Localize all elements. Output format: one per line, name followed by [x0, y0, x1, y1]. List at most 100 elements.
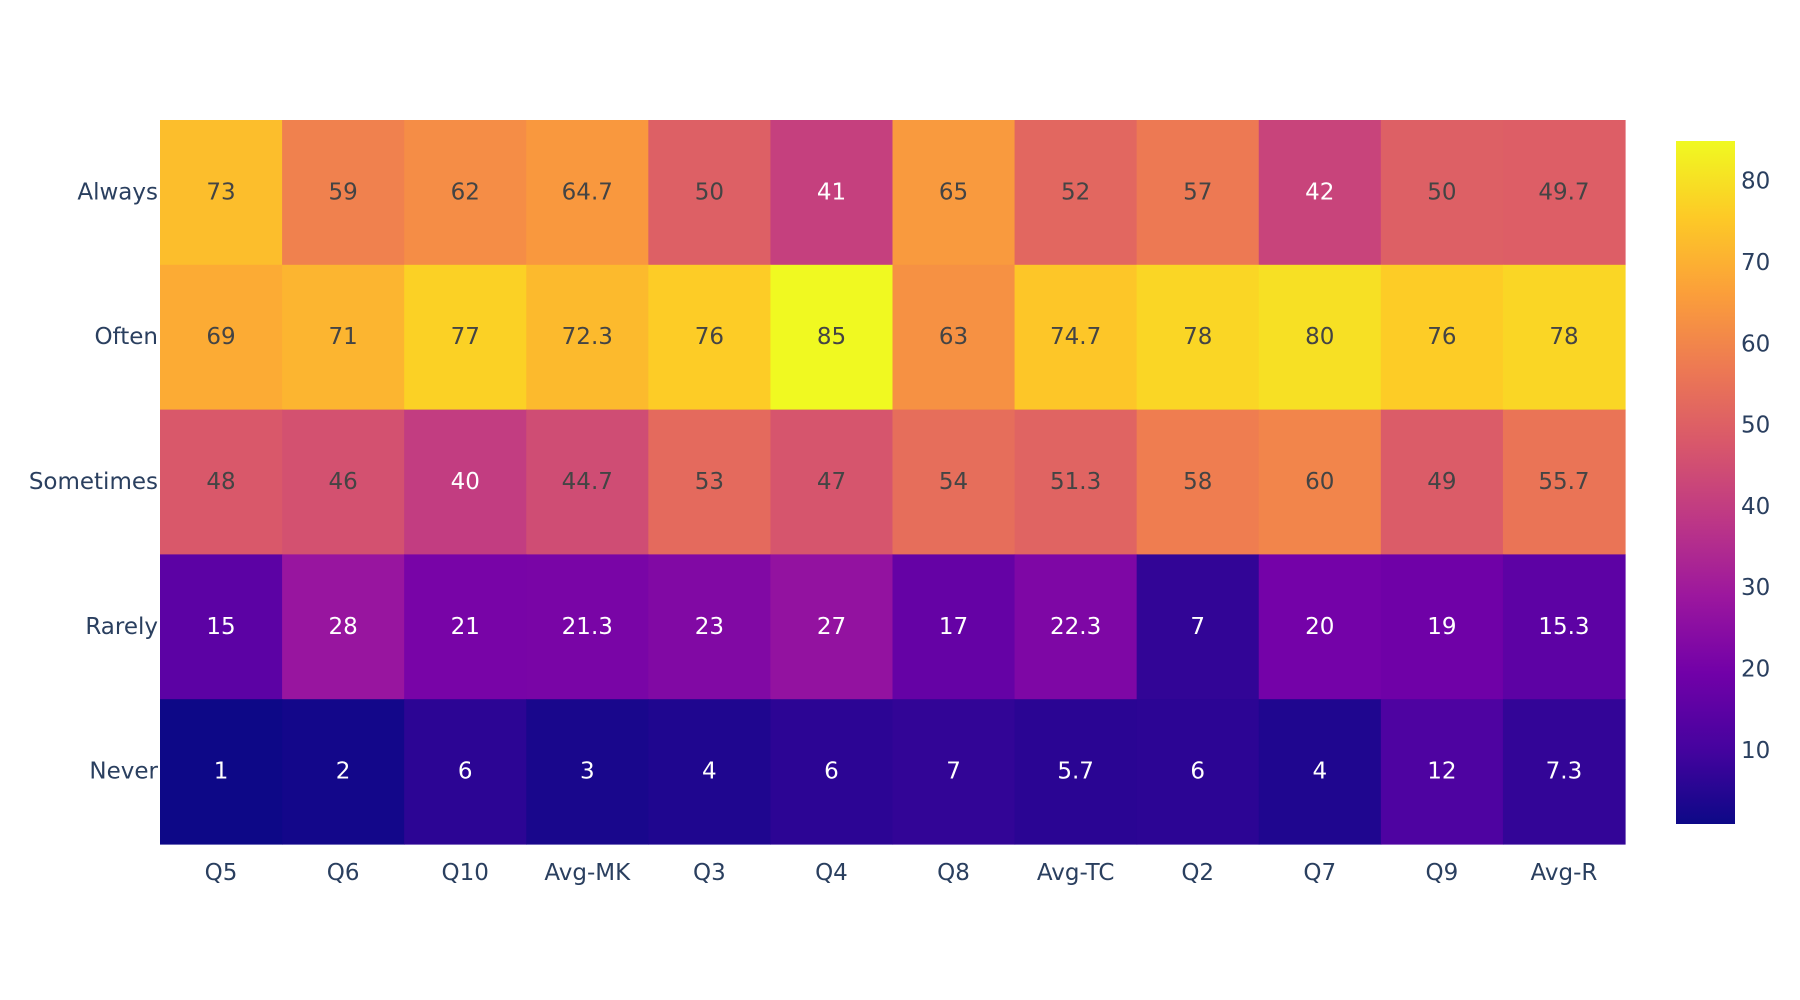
colorbar-tick-label: 30: [1741, 575, 1770, 601]
heatmap-cell: [1136, 264, 1260, 411]
heatmap-cell: [526, 699, 649, 845]
heatmap-cell: [526, 264, 649, 411]
heatmap-cell-label: 3: [580, 759, 595, 785]
heatmap-cell: [282, 554, 405, 700]
y-tick-label: Rarely: [85, 614, 158, 640]
heatmap-cell-label: 21: [451, 614, 480, 640]
colorbar: 10 20 30 40 50 60 70 80: [1676, 141, 1770, 824]
heatmap-cell-label: 7.3: [1546, 759, 1583, 785]
heatmap-cell-label: 4: [1312, 759, 1327, 785]
x-tick-label: Q9: [1426, 860, 1459, 886]
heatmap-cell: [770, 409, 894, 555]
colorbar-tick-label: 20: [1741, 657, 1770, 683]
heatmap-cell-label: 6: [458, 759, 473, 785]
heatmap-cell-label: 20: [1305, 614, 1334, 640]
heatmap-cell-label: 51.3: [1050, 469, 1101, 495]
heatmap-cell: [1380, 699, 1504, 845]
heatmap-cell-label: 72.3: [562, 324, 613, 350]
heatmap-cell-label: 27: [817, 614, 846, 640]
heatmap-cell: [1258, 409, 1382, 555]
heatmap-cell: [160, 554, 283, 700]
heatmap-cell: [282, 409, 405, 555]
heatmap-cell: [160, 409, 283, 555]
heatmap-cell: [770, 120, 894, 266]
heatmap-cell-label: 42: [1305, 179, 1334, 205]
heatmap-cell: [1502, 409, 1626, 555]
heatmap-cell-label: 50: [695, 179, 724, 205]
heatmap-cell-label: 47: [817, 469, 846, 495]
heatmap-cell: [1014, 120, 1138, 266]
heatmap-cell-label: 49: [1427, 469, 1456, 495]
heatmap-cell-label: 7: [1190, 614, 1205, 640]
x-tick-label: Avg-R: [1531, 860, 1598, 886]
heatmap-cell: [1136, 554, 1260, 700]
x-tick-label: Q2: [1181, 860, 1214, 886]
heatmap-cells: [160, 120, 1626, 845]
heatmap-cell-label: 73: [206, 179, 235, 205]
colorbar-tick-label: 60: [1741, 331, 1770, 357]
heatmap-cell: [892, 264, 1016, 411]
x-tick-label: Q7: [1303, 860, 1336, 886]
heatmap-cell-label: 19: [1427, 614, 1456, 640]
heatmap-cell-label: 78: [1183, 324, 1212, 350]
heatmap-cell-label: 7: [946, 759, 961, 785]
heatmap-cell-label: 62: [451, 179, 480, 205]
heatmap-cell-label: 69: [206, 324, 235, 350]
x-tick-label: Q10: [442, 860, 489, 886]
heatmap-cell: [526, 554, 649, 700]
heatmap-cell-label: 58: [1183, 469, 1212, 495]
heatmap-cell-label: 53: [695, 469, 724, 495]
heatmap-cell: [160, 264, 283, 411]
heatmap-cell: [648, 554, 772, 700]
heatmap-cell: [1380, 409, 1504, 555]
heatmap-cell: [1014, 409, 1138, 555]
heatmap-cell-label: 6: [824, 759, 839, 785]
y-axis: Always Often Sometimes Rarely Never: [29, 179, 159, 784]
colorbar-tick-label: 40: [1741, 494, 1770, 520]
heatmap-cell-label: 55.7: [1538, 469, 1589, 495]
heatmap-cell: [404, 409, 527, 555]
heatmap-cell: [648, 264, 772, 411]
colorbar-tick-label: 70: [1741, 250, 1770, 276]
heatmap-cell: [892, 699, 1016, 845]
heatmap-cell-label: 50: [1427, 179, 1456, 205]
x-tick-label: Q5: [205, 860, 238, 886]
heatmap-cell-label: 15: [206, 614, 235, 640]
heatmap-cell-label: 1: [214, 759, 229, 785]
heatmap-cell: [404, 120, 527, 266]
heatmap-cell-label: 5.7: [1057, 759, 1094, 785]
heatmap-cell: [770, 554, 894, 700]
heatmap-cell-label: 54: [939, 469, 968, 495]
heatmap-cell-label: 49.7: [1538, 179, 1589, 205]
heatmap-cell: [1380, 264, 1504, 411]
heatmap-cell-label: 41: [817, 179, 846, 205]
heatmap-cell: [282, 699, 405, 845]
heatmap-cell: [1136, 120, 1260, 266]
colorbar-tick-label: 80: [1741, 169, 1770, 195]
heatmap-cell-label: 59: [328, 179, 357, 205]
heatmap-cell: [1380, 554, 1504, 700]
heatmap-cell: [770, 699, 894, 845]
heatmap-cell: [1258, 699, 1382, 845]
heatmap-cell-label: 6: [1190, 759, 1205, 785]
heatmap-cell: [1502, 120, 1626, 266]
heatmap-cell: [1136, 409, 1260, 555]
x-tick-label: Avg-MK: [544, 860, 631, 886]
heatmap-cell: [770, 264, 894, 411]
heatmap-cell: [404, 264, 527, 411]
x-tick-label: Q6: [327, 860, 360, 886]
heatmap-cell: [1258, 120, 1382, 266]
heatmap-cell: [1502, 554, 1626, 700]
heatmap-cell-label: 74.7: [1050, 324, 1101, 350]
colorbar-tick-label: 10: [1741, 738, 1770, 764]
heatmap-cell: [282, 120, 405, 266]
heatmap-cell-label: 17: [939, 614, 968, 640]
heatmap-cell-label: 2: [336, 759, 351, 785]
heatmap-cell-label: 78: [1549, 324, 1578, 350]
x-tick-label: Q8: [937, 860, 970, 886]
y-tick-label: Sometimes: [29, 469, 158, 495]
heatmap-cell: [526, 120, 649, 266]
heatmap-cell: [1014, 554, 1138, 700]
heatmap-cell: [892, 120, 1016, 266]
